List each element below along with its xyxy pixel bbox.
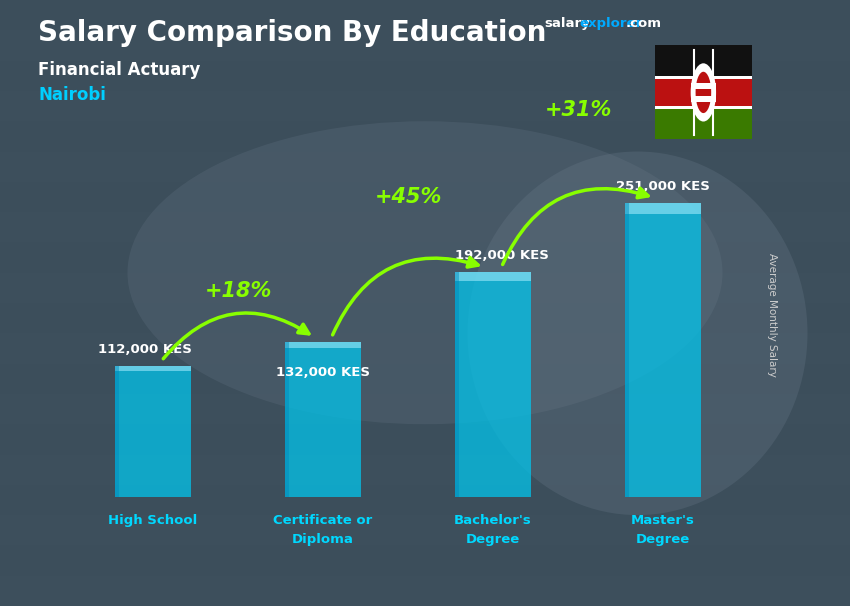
Bar (0, 212, 850, 242)
Text: Financial Actuary: Financial Actuary (38, 61, 201, 79)
Text: Average Monthly Salary: Average Monthly Salary (767, 253, 777, 377)
Bar (0, 303, 850, 333)
Text: 132,000 KES: 132,000 KES (276, 365, 370, 379)
Bar (0, 333, 850, 364)
Bar (654, 76, 752, 107)
Bar (455, 271, 531, 281)
Bar (0, 394, 850, 424)
Text: .com: .com (626, 17, 661, 30)
Bar (0, 242, 850, 273)
Text: Salary Comparison By Education: Salary Comparison By Education (38, 19, 547, 47)
Text: Nairobi: Nairobi (38, 86, 106, 104)
Bar (0, 91, 850, 121)
Bar (0, 61, 850, 91)
Bar (115, 365, 191, 497)
Bar (285, 342, 289, 497)
Ellipse shape (695, 72, 711, 113)
Text: salary: salary (544, 17, 590, 30)
Text: +45%: +45% (374, 187, 442, 207)
Bar (654, 105, 752, 109)
Bar (0, 0, 850, 30)
Ellipse shape (468, 152, 808, 515)
Bar (0, 30, 850, 61)
Bar (285, 342, 361, 348)
Ellipse shape (128, 121, 722, 424)
Bar (0, 485, 850, 515)
Bar (654, 45, 752, 76)
Bar (654, 76, 752, 79)
Bar (115, 365, 119, 497)
Bar (285, 342, 361, 497)
Bar (0, 273, 850, 303)
Text: 112,000 KES: 112,000 KES (98, 343, 191, 356)
Bar (691, 83, 716, 88)
Bar (0, 424, 850, 454)
Text: 251,000 KES: 251,000 KES (616, 180, 710, 193)
Bar (0, 454, 850, 485)
Bar (625, 202, 701, 215)
Bar (0, 364, 850, 394)
Text: 192,000 KES: 192,000 KES (455, 249, 548, 262)
Bar (455, 271, 531, 497)
Ellipse shape (691, 63, 716, 122)
Text: +18%: +18% (204, 281, 272, 301)
Bar (625, 202, 701, 497)
Bar (0, 515, 850, 545)
Bar (0, 182, 850, 212)
Bar (0, 576, 850, 606)
Bar (0, 545, 850, 576)
Bar (115, 365, 191, 371)
Bar (625, 202, 629, 497)
Text: explorer: explorer (580, 17, 643, 30)
Bar (691, 96, 716, 102)
Bar (0, 152, 850, 182)
Bar (0, 121, 850, 152)
Bar (654, 107, 752, 139)
Text: +31%: +31% (544, 101, 612, 121)
Bar (455, 271, 459, 497)
